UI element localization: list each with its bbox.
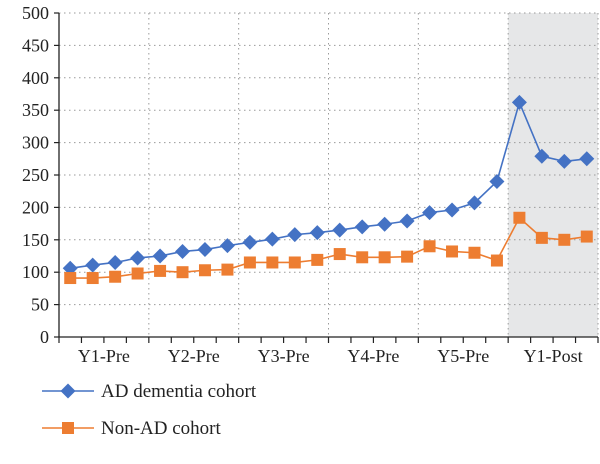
y-tick-label-250: 250 — [22, 165, 49, 185]
data-point-0-8 — [219, 238, 235, 254]
data-point-1-10 — [266, 256, 279, 269]
y-tick-label-350: 350 — [22, 100, 49, 120]
y-tick-label-100: 100 — [22, 262, 49, 282]
series-layer — [62, 94, 595, 285]
data-point-1-4 — [131, 267, 144, 280]
data-point-0-9 — [242, 234, 258, 250]
data-point-1-20 — [490, 254, 503, 267]
y-tick-label-400: 400 — [22, 68, 49, 88]
x-tick-label-4: Y5-Pre — [437, 346, 489, 366]
x-tick-label-3: Y4-Pre — [347, 346, 399, 366]
data-point-1-23 — [558, 233, 571, 246]
legend-marker-0 — [60, 383, 76, 399]
grid-layer — [59, 12, 599, 337]
y-tick-label-50: 50 — [31, 295, 49, 315]
data-point-0-5 — [152, 248, 168, 264]
data-point-1-22 — [535, 231, 548, 244]
data-point-0-3 — [107, 254, 123, 270]
data-point-1-8 — [221, 263, 234, 276]
data-point-0-12 — [309, 225, 325, 241]
data-point-0-23 — [556, 153, 572, 169]
data-point-1-1 — [64, 272, 77, 285]
data-point-1-2 — [86, 272, 99, 285]
y-tick-label-450: 450 — [22, 35, 49, 55]
data-point-1-5 — [154, 264, 167, 277]
data-point-1-6 — [176, 266, 189, 279]
data-point-1-13 — [333, 248, 346, 261]
x-tick-label-2: Y3-Pre — [258, 346, 310, 366]
data-point-0-13 — [332, 222, 348, 238]
data-point-1-9 — [243, 256, 256, 269]
data-point-0-2 — [85, 257, 101, 273]
axis-layer: 0 50 100 150 200 250 300 350 400 450 500 Y1-Pre Y2-P… — [22, 3, 599, 366]
data-point-1-12 — [311, 253, 324, 266]
data-point-1-18 — [446, 245, 459, 258]
y-tick-label-500: 500 — [22, 3, 49, 23]
shaded-region — [508, 13, 598, 337]
data-point-1-24 — [580, 230, 593, 243]
y-tick-label-0: 0 — [40, 327, 49, 347]
data-point-1-14 — [356, 251, 369, 264]
legend-marker-1 — [62, 422, 74, 434]
data-point-1-21 — [513, 211, 526, 224]
data-point-0-6 — [175, 243, 191, 259]
series-0 — [62, 94, 595, 276]
data-point-1-7 — [198, 264, 211, 277]
data-point-0-16 — [399, 213, 415, 229]
data-point-0-15 — [377, 216, 393, 232]
data-point-0-21 — [511, 94, 527, 110]
data-point-0-17 — [422, 205, 438, 221]
legend: AD dementia cohort Non-AD cohort — [42, 381, 257, 439]
shaded-region-layer — [508, 13, 598, 337]
data-point-1-19 — [468, 246, 481, 259]
x-tick-label-5: Y1-Post — [524, 346, 583, 366]
data-point-0-10 — [264, 231, 280, 247]
data-point-0-11 — [287, 227, 303, 243]
data-point-1-15 — [378, 251, 391, 264]
data-point-1-11 — [288, 256, 301, 269]
y-tick-label-200: 200 — [22, 197, 49, 217]
data-point-0-24 — [579, 151, 595, 167]
y-tick-label-150: 150 — [22, 230, 49, 250]
series-1 — [64, 211, 593, 285]
data-point-0-4 — [130, 250, 146, 266]
data-point-0-20 — [489, 173, 505, 189]
legend-label-1: Non-AD cohort — [101, 418, 222, 439]
legend-label-0: AD dementia cohort — [101, 381, 257, 402]
data-point-1-17 — [423, 240, 436, 253]
data-point-0-14 — [354, 219, 370, 235]
x-tick-label-0: Y1-Pre — [78, 346, 130, 366]
data-point-0-7 — [197, 242, 213, 258]
data-point-0-22 — [534, 148, 550, 164]
y-tick-label-300: 300 — [22, 133, 49, 153]
data-point-0-18 — [444, 202, 460, 218]
data-point-1-3 — [109, 270, 122, 283]
data-point-0-19 — [466, 195, 482, 211]
x-tick-label-1: Y2-Pre — [168, 346, 220, 366]
data-point-1-16 — [401, 250, 414, 263]
